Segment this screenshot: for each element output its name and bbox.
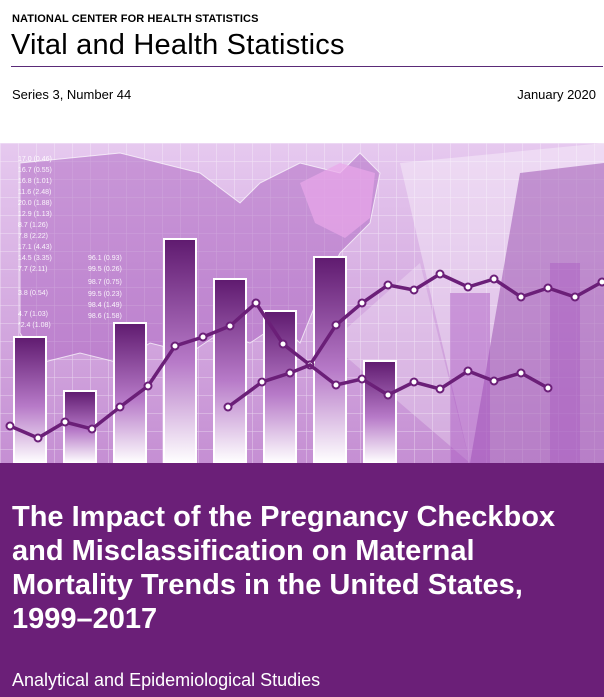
series-number: Series 3, Number 44	[12, 87, 132, 102]
table-cell: 7.7 (2.11)	[18, 266, 47, 273]
table-cell: 4.7 (1.03)	[18, 311, 48, 318]
radial-slice-dark	[470, 163, 604, 463]
table-cell: 96.1 (0.93)	[88, 255, 122, 262]
table-cell: 98.7 (0.75)	[88, 279, 122, 286]
table-cell: 16.8 (1.01)	[18, 178, 52, 185]
bar-group	[13, 238, 397, 463]
table-cell: 7.8 (2.22)	[18, 233, 48, 240]
publication-date: January 2020	[517, 87, 596, 102]
header-rule	[11, 66, 603, 67]
bar	[313, 256, 347, 463]
report-header: NATIONAL CENTER FOR HEALTH STATISTICS Vi…	[0, 0, 604, 143]
table-cell: 98.4 (1.49)	[88, 302, 122, 309]
map-region-highlight	[300, 163, 375, 238]
grid-overlay	[0, 143, 604, 463]
radial-slice-mid	[330, 263, 470, 463]
cover-illustration: 17.0 (0.46) 16.7 (0.55) 16.8 (1.01) 11.6…	[0, 143, 604, 463]
bar	[263, 310, 297, 463]
table-cell: 16.7 (0.55)	[18, 167, 52, 174]
table-cell: 17.1 (4.43)	[18, 244, 52, 251]
bar	[213, 278, 247, 463]
bar	[13, 336, 47, 463]
table-cell: *2.4 (1.08)	[18, 322, 51, 329]
trend-line-secondary	[223, 363, 553, 412]
radial-slice-light	[400, 143, 604, 463]
bar	[363, 360, 397, 463]
title-band	[0, 463, 604, 697]
bar	[163, 238, 197, 463]
cover-collage: 17.0 (0.46) 16.7 (0.55) 16.8 (1.01) 11.6…	[0, 143, 604, 463]
table-cell: 8.7 (1.26)	[18, 222, 48, 229]
table-cell: 3.8 (0.54)	[18, 290, 48, 297]
table-cell: 99.5 (0.26)	[88, 266, 122, 273]
series-title: Vital and Health Statistics	[11, 29, 345, 61]
table-cell: 98.6 (1.58)	[88, 313, 122, 320]
table-cell: 17.0 (0.46)	[18, 156, 52, 163]
table-cell: 20.0 (1.88)	[18, 200, 52, 207]
table-cell: 14.5 (3.35)	[18, 255, 52, 262]
report-category: Analytical and Epidemiological Studies	[12, 670, 321, 690]
table-cell: 12.9 (1.13)	[18, 211, 52, 218]
report-title: The Impact of the Pregnancy Checkbox and…	[12, 501, 556, 635]
table-cell: 99.5 (0.23)	[88, 291, 122, 298]
agency-name: NATIONAL CENTER FOR HEALTH STATISTICS	[12, 13, 259, 25]
data-table-overlay: 17.0 (0.46) 16.7 (0.55) 16.8 (1.01) 11.6…	[18, 156, 122, 329]
table-cell: 11.6 (2.48)	[18, 189, 51, 196]
